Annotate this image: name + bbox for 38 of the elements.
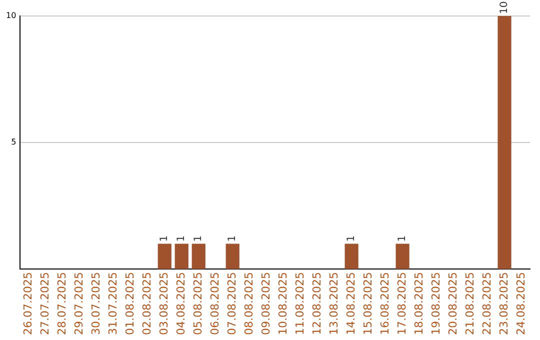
data-label: 10: [499, 1, 510, 14]
x-tick-label: 06.08.2025: [208, 272, 222, 336]
x-tick-label: 24.08.2025: [514, 272, 528, 336]
x-tick-label: 19.08.2025: [429, 272, 442, 336]
x-tick-label: 22.08.2025: [480, 272, 494, 336]
y-tick-label: 5: [11, 138, 16, 147]
x-tick-label: 26.07.2025: [22, 272, 35, 336]
x-tick-label: 10.08.2025: [276, 272, 290, 336]
x-tick-label: 30.07.2025: [90, 272, 103, 336]
x-tick-label: 17.08.2025: [395, 272, 408, 336]
data-label: 1: [193, 235, 204, 242]
x-tick-label: 08.08.2025: [242, 272, 256, 336]
x-tick-label: 16.08.2025: [378, 272, 392, 336]
x-tick-label: 18.08.2025: [412, 272, 426, 336]
x-tick-label: 28.07.2025: [56, 272, 69, 336]
x-tick-label: 09.08.2025: [259, 272, 272, 336]
x-tick-label: 01.08.2025: [124, 272, 136, 336]
x-tick-label: 20.08.2025: [446, 272, 460, 336]
x-tick-label: 27.07.2025: [38, 272, 52, 336]
x-tick-label: 04.08.2025: [174, 272, 188, 336]
x-tick-label: 31.07.2025: [106, 272, 120, 336]
x-tick-label: 05.08.2025: [191, 272, 204, 336]
data-label: 1: [346, 235, 358, 242]
x-tick-label: 03.08.2025: [157, 272, 170, 336]
data-label: 1: [176, 235, 188, 242]
x-tick-label: 23.08.2025: [497, 272, 510, 336]
x-tick-label: 07.08.2025: [225, 272, 238, 336]
x-tick-label: 15.08.2025: [361, 272, 374, 336]
x-tick-label: 11.08.2025: [293, 272, 306, 336]
x-tick-label: 29.07.2025: [72, 272, 86, 336]
x-tick-label: 12.08.2025: [310, 272, 324, 336]
data-label: 1: [397, 235, 408, 242]
x-tick-label: 14.08.2025: [344, 272, 358, 336]
data-label: 1: [227, 235, 238, 242]
x-tick-label: 13.08.2025: [327, 272, 340, 336]
x-tick-label: 02.08.2025: [140, 272, 154, 336]
data-label: 1: [159, 235, 170, 242]
x-tick-label: 21.08.2025: [463, 272, 476, 336]
